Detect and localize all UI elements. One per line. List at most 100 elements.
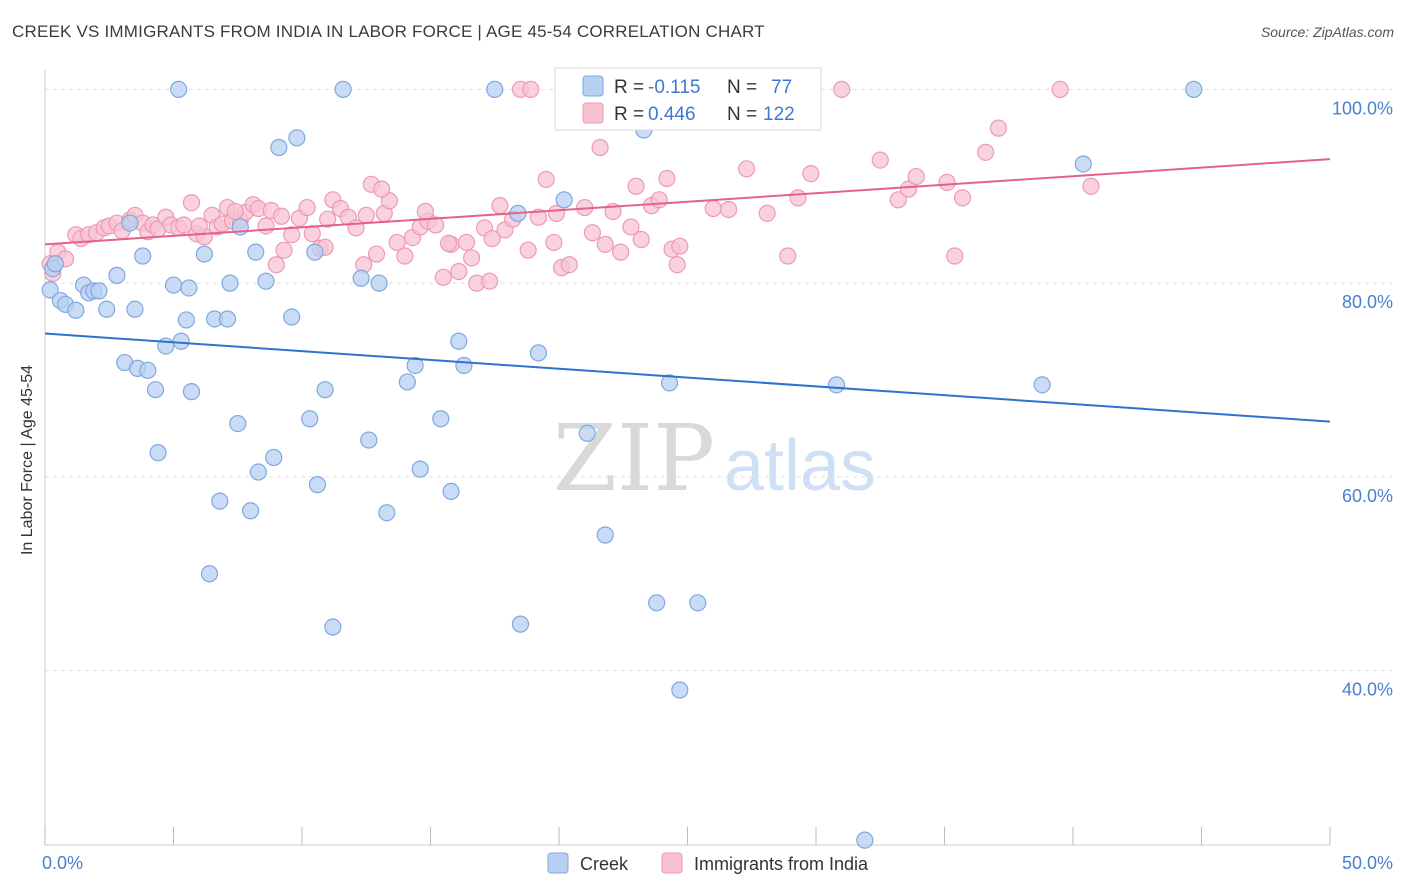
india-point xyxy=(283,226,301,244)
creek-point xyxy=(1185,80,1203,98)
legend-india-swatch xyxy=(661,852,683,874)
india-point xyxy=(522,80,540,98)
india-point xyxy=(373,180,391,198)
creek-point xyxy=(529,344,548,362)
india-point xyxy=(357,206,375,224)
india-point xyxy=(632,230,650,249)
creek-point xyxy=(406,356,424,375)
india-point xyxy=(668,256,686,274)
creek-point xyxy=(378,504,396,522)
creek-point xyxy=(334,80,352,98)
watermark: ZIP atlas xyxy=(553,405,876,512)
creek-point xyxy=(149,444,167,462)
india-point xyxy=(257,217,275,235)
india-point xyxy=(938,173,956,191)
india-point xyxy=(275,241,293,259)
creek-trend-line xyxy=(44,332,1331,423)
india-point xyxy=(190,217,208,235)
india-point xyxy=(396,247,414,265)
stats-creek-n-label: N = xyxy=(727,77,757,98)
creek-point xyxy=(398,373,416,391)
watermark-atlas: atlas xyxy=(724,426,876,506)
india-point xyxy=(889,191,907,209)
india-point xyxy=(833,80,851,98)
creek-point xyxy=(195,245,213,263)
creek-point xyxy=(67,301,85,319)
creek-point xyxy=(308,476,327,494)
india-point xyxy=(612,243,630,261)
stats-creek-r-value: -0.115 xyxy=(648,77,700,98)
creek-point xyxy=(370,274,388,292)
creek-point xyxy=(249,463,267,481)
creek-point xyxy=(660,374,679,392)
india-point xyxy=(627,177,645,195)
creek-point xyxy=(324,618,342,636)
creek-point xyxy=(689,594,707,612)
india-point xyxy=(946,247,964,265)
creek-point xyxy=(411,460,429,478)
india-point xyxy=(583,224,602,242)
india-point xyxy=(267,256,285,274)
india-point xyxy=(450,262,468,281)
india-point xyxy=(298,198,316,217)
india-point xyxy=(1082,177,1100,195)
stats-creek-swatch xyxy=(582,75,604,97)
stats-india-r-value: 0.446 xyxy=(648,104,696,125)
y-tick-label: 60.0% xyxy=(1342,486,1393,506)
india-point xyxy=(1051,80,1069,98)
tick-labels: 100.0% 80.0% 60.0% 40.0% 0.0% 50.0% xyxy=(42,98,1393,873)
stats-india-r-label: R = xyxy=(614,104,644,125)
india-point xyxy=(704,199,722,218)
creek-point xyxy=(596,526,614,544)
india-point xyxy=(977,143,995,161)
india-point xyxy=(481,272,499,290)
india-point xyxy=(953,189,972,207)
creek-point xyxy=(172,332,190,350)
y-tick-label: 100.0% xyxy=(1332,98,1393,118)
legend-creek-label: Creek xyxy=(580,854,629,874)
india-point xyxy=(738,160,756,178)
creek-point xyxy=(46,255,64,273)
creek-point xyxy=(221,274,239,292)
creek-point xyxy=(301,410,319,428)
axes xyxy=(44,70,1331,846)
legend-creek-swatch xyxy=(547,852,569,874)
chart-title: CREEK VS IMMIGRANTS FROM INDIA IN LABOR … xyxy=(12,22,765,41)
creek-point xyxy=(1033,376,1051,394)
creek-point xyxy=(442,482,460,501)
india-point xyxy=(545,233,563,252)
india-point xyxy=(802,165,820,183)
creek-point xyxy=(211,492,229,510)
india-trend-line xyxy=(44,158,1331,246)
creek-point xyxy=(856,831,874,849)
creek-point xyxy=(170,80,188,98)
creek-point xyxy=(200,565,219,583)
creek-point xyxy=(126,300,144,318)
creek-point xyxy=(146,381,165,399)
stats-india-swatch xyxy=(582,102,604,124)
trend-lines xyxy=(44,158,1331,423)
creek-point xyxy=(486,80,504,98)
chart-source: Source: ZipAtlas.com xyxy=(1260,24,1394,40)
creek-point xyxy=(177,311,195,329)
creek-series xyxy=(41,80,1203,849)
creek-point xyxy=(218,310,237,328)
creek-point xyxy=(283,308,301,326)
india-point xyxy=(457,233,476,252)
creek-point xyxy=(164,276,183,294)
india-point xyxy=(529,208,548,226)
creek-point xyxy=(648,594,666,612)
stats-creek-n-value: 77 xyxy=(771,77,792,98)
india-point xyxy=(560,256,578,274)
creek-point xyxy=(98,300,116,318)
creek-point xyxy=(41,281,59,299)
stats-creek-r-label: R = xyxy=(614,77,644,98)
creek-point xyxy=(1074,155,1092,173)
india-point xyxy=(319,210,337,228)
x-tick-label: 0.0% xyxy=(42,853,83,873)
creek-point xyxy=(306,243,324,261)
creek-point xyxy=(578,424,596,442)
creek-point xyxy=(316,381,334,399)
india-point xyxy=(388,233,406,252)
